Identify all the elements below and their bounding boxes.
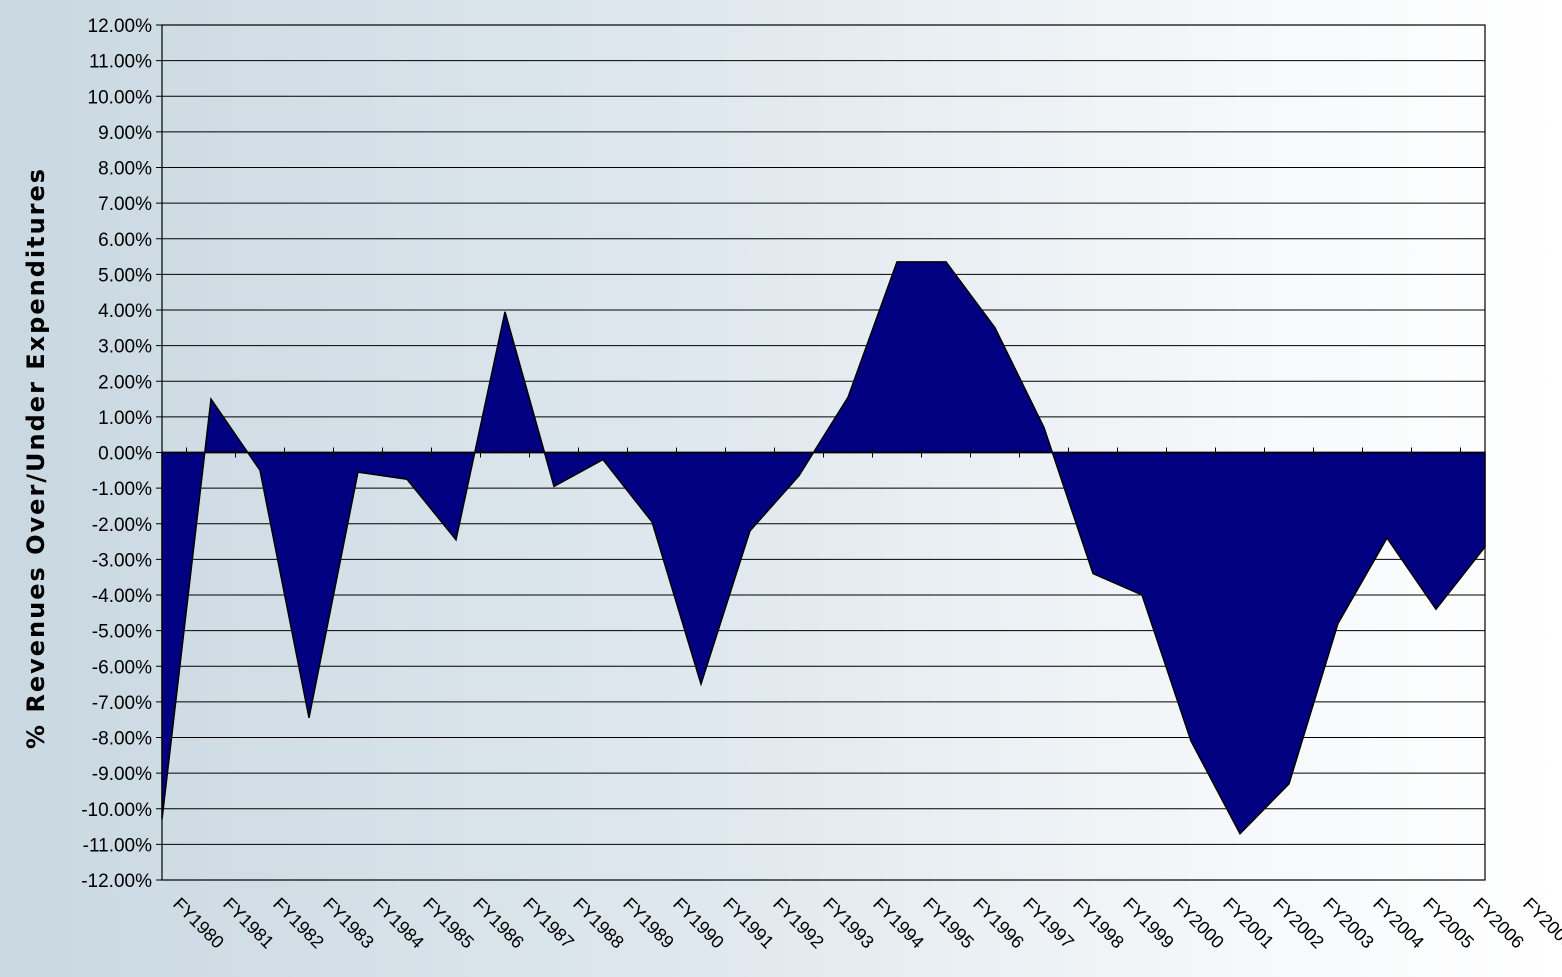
y-tick-label: -7.00%	[92, 693, 152, 714]
y-tick-label: -11.00%	[83, 835, 152, 856]
y-tick-label: 8.00%	[98, 159, 152, 180]
axes	[162, 447, 1485, 458]
y-tick-label: -5.00%	[92, 622, 152, 643]
x-tick-label: FY1984	[369, 894, 428, 953]
x-tick-label: FY1992	[769, 894, 828, 953]
area-series	[161, 261, 1486, 835]
y-tick-label: 10.00%	[88, 87, 153, 108]
x-tick-label: FY2007	[1519, 894, 1562, 953]
x-tick-label: FY2004	[1369, 894, 1428, 953]
x-tick-label: FY2006	[1469, 894, 1528, 953]
y-tick-label: -9.00%	[92, 764, 152, 785]
y-tick-label: 4.00%	[98, 301, 152, 322]
y-tick-label: -4.00%	[92, 586, 152, 607]
y-tick-label: 7.00%	[98, 194, 152, 215]
x-tick-label: FY1990	[669, 894, 728, 953]
x-tick-label: FY1993	[819, 894, 878, 953]
y-tick-label: -12.00%	[81, 871, 152, 892]
y-tick-label: 12.00%	[88, 16, 153, 37]
x-tick-label: FY1996	[969, 894, 1028, 953]
x-tick-label: FY1997	[1019, 894, 1078, 953]
area-fill	[161, 261, 1486, 835]
y-tick-label: 3.00%	[98, 337, 152, 358]
x-tick-label: FY1982	[269, 894, 328, 953]
x-tick-label: FY2002	[1269, 894, 1328, 953]
x-tick-label: FY1985	[419, 894, 478, 953]
y-tick-label: 0.00%	[98, 444, 152, 465]
x-tick-label: FY1994	[869, 894, 928, 953]
x-tick-label: FY2000	[1169, 894, 1228, 953]
x-tick-label: FY1980	[169, 894, 228, 953]
y-tick-label: 2.00%	[98, 372, 152, 393]
x-tick-label: FY2003	[1319, 894, 1378, 953]
y-tick-label: 6.00%	[98, 230, 152, 251]
x-tick-label: FY2001	[1219, 894, 1278, 953]
x-tick-label: FY1999	[1119, 894, 1178, 953]
x-tick-label: FY1998	[1069, 894, 1128, 953]
x-tick-label: FY1991	[719, 894, 778, 953]
x-tick-label: FY1986	[469, 894, 528, 953]
y-tick-label: -3.00%	[92, 550, 152, 571]
y-tick-label: -2.00%	[92, 515, 152, 536]
x-tick-labels: FY1980FY1981FY1982FY1983FY1984FY1985FY19…	[169, 894, 1562, 953]
y-axis-title: % Revenues Over/Under Expenditures	[22, 167, 50, 749]
y-tick-label: 1.00%	[98, 408, 152, 429]
x-tick-label: FY2005	[1419, 894, 1478, 953]
x-tick-label: FY1981	[219, 894, 278, 953]
x-tick-label: FY1987	[519, 894, 578, 953]
x-tick-label: FY1989	[619, 894, 678, 953]
y-tick-label: -8.00%	[92, 729, 152, 750]
y-tick-label: -1.00%	[92, 479, 152, 500]
y-tick-label: 11.00%	[89, 52, 152, 73]
y-tick-label: 9.00%	[98, 123, 152, 144]
x-tick-label: FY1983	[319, 894, 378, 953]
x-tick-label: FY1988	[569, 894, 628, 953]
y-tick-label: 5.00%	[98, 265, 152, 286]
y-tick-label: -10.00%	[81, 800, 152, 821]
x-tick-label: FY1995	[919, 894, 978, 953]
y-tick-labels: 12.00% 11.00% 10.00% 9.00% 8.00% 7.00% 6.00% 5.…	[81, 16, 152, 892]
y-tick-label: -6.00%	[92, 657, 152, 678]
